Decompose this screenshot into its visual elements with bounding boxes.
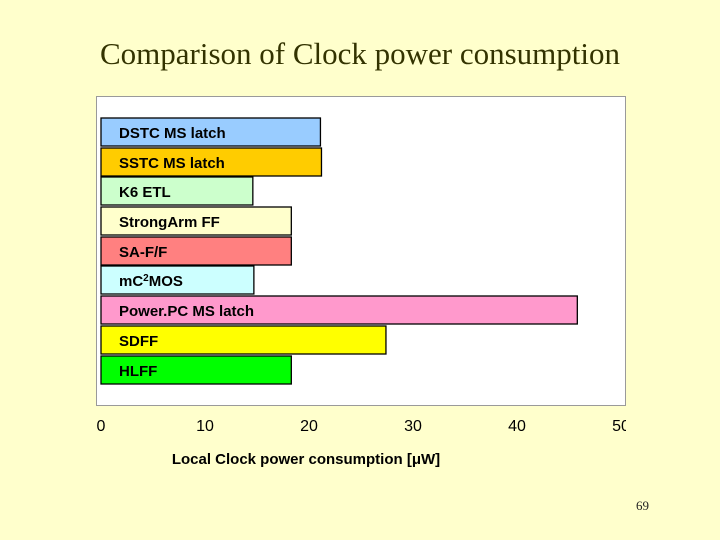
x-tick-label-3: 20	[300, 418, 318, 435]
bar-label-9: HLFF	[119, 363, 157, 380]
x-tick-label-1: 0	[97, 418, 106, 435]
slide-title: Comparison of Clock power consumption	[99, 36, 621, 71]
x-tick-label-5: 40	[508, 418, 526, 435]
bar-9	[100, 355, 292, 385]
bar-7	[100, 295, 578, 325]
bar-5	[100, 236, 292, 266]
x-tick-label-4: 30	[404, 418, 422, 435]
page-number: 69	[636, 498, 649, 513]
bar-chart: DSTC MS latch SSTC MS latch K6 ETL StrongAr…	[96, 96, 626, 468]
bar-label-6: mC2MOS	[119, 273, 183, 291]
bar-label-3: K6 ETL	[119, 184, 171, 201]
x-tick-label-2: 10	[196, 418, 214, 435]
bar-8	[100, 325, 387, 355]
bar-4	[100, 206, 292, 236]
bar-label-5: SA-F/F	[119, 244, 167, 261]
bar-6	[100, 265, 255, 295]
bar-2	[100, 147, 323, 177]
bar-label-7: Power.PC MS latch	[119, 303, 254, 320]
bar-label-8: SDFF	[119, 333, 158, 350]
bar-label-4: StrongArm FF	[119, 214, 220, 231]
x-axis-title: Local Clock power consumption [μW]	[172, 451, 440, 468]
bar-label-2: SSTC MS latch	[119, 155, 225, 172]
bar-label-1: DSTC MS latch	[119, 125, 226, 142]
bar-1	[100, 117, 322, 147]
bar-3	[100, 176, 254, 206]
chart-panel: DSTC MS latch SSTC MS latch K6 ETL StrongAr…	[96, 96, 626, 472]
x-tick-label-6: 50	[612, 418, 626, 435]
